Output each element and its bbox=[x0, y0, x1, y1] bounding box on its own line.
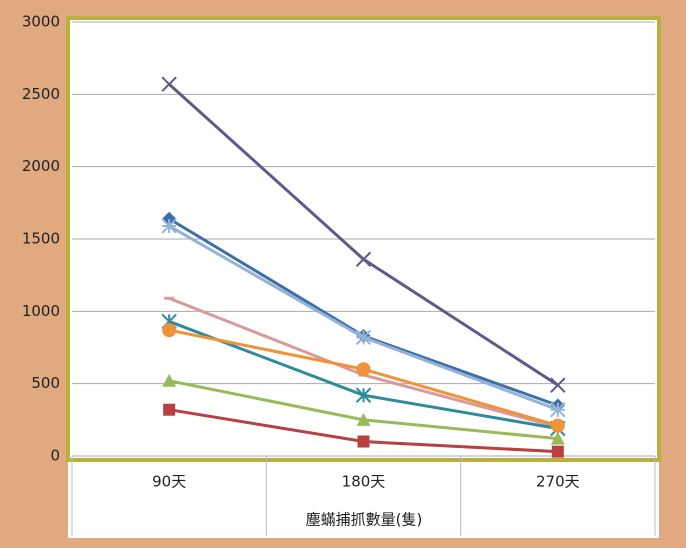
marker bbox=[356, 412, 371, 426]
marker bbox=[355, 387, 372, 403]
marker bbox=[161, 218, 177, 234]
y-tick-label: 500 bbox=[31, 374, 60, 392]
y-tick-label: 2500 bbox=[22, 85, 60, 103]
y-tick-label: 3000 bbox=[22, 13, 60, 31]
plot-border bbox=[66, 16, 661, 462]
marker bbox=[355, 251, 372, 267]
marker bbox=[163, 403, 176, 416]
x-tick-label: 270天 bbox=[536, 473, 580, 491]
marker bbox=[162, 323, 177, 338]
marker bbox=[162, 373, 177, 387]
x-axis-title: 塵蟎捕抓數量(隻) bbox=[306, 511, 423, 529]
y-tick-label: 2000 bbox=[22, 157, 60, 175]
marker bbox=[550, 377, 566, 393]
marker bbox=[357, 435, 370, 448]
x-tick-label: 90天 bbox=[152, 473, 186, 491]
y-tick-label: 1000 bbox=[22, 302, 60, 320]
marker bbox=[551, 445, 564, 458]
marker bbox=[550, 401, 566, 418]
marker bbox=[355, 329, 372, 346]
marker bbox=[550, 431, 565, 445]
marker bbox=[161, 76, 177, 92]
y-tick-label: 1500 bbox=[22, 230, 60, 248]
marker bbox=[550, 418, 565, 433]
marker bbox=[356, 362, 371, 377]
y-tick-label: 0 bbox=[50, 447, 60, 465]
x-tick-label: 180天 bbox=[342, 473, 386, 491]
